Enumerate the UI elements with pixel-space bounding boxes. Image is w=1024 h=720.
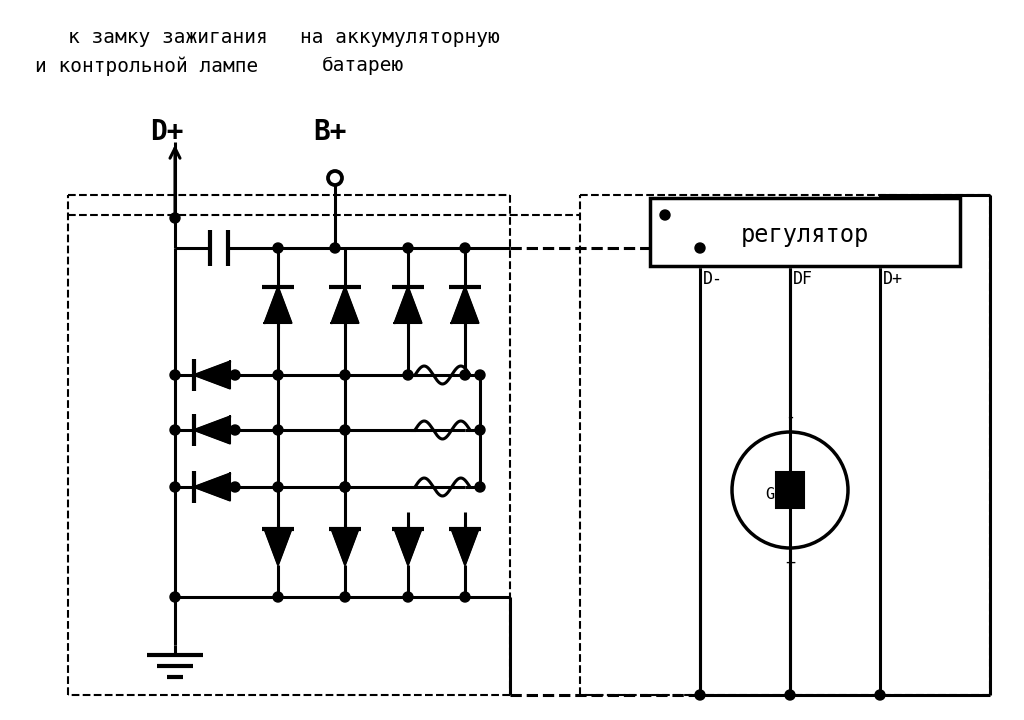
Polygon shape — [332, 529, 358, 565]
Text: D+: D+ — [151, 118, 183, 146]
Circle shape — [170, 213, 180, 223]
Circle shape — [340, 482, 350, 492]
Polygon shape — [394, 287, 422, 323]
Polygon shape — [332, 287, 358, 323]
Text: G: G — [765, 487, 774, 502]
Text: регулятор: регулятор — [741, 223, 869, 247]
Polygon shape — [194, 361, 230, 389]
Text: на аккумуляторную: на аккумуляторную — [300, 28, 500, 47]
Circle shape — [475, 482, 485, 492]
Polygon shape — [194, 416, 230, 444]
Text: батарею: батарею — [322, 56, 404, 75]
Text: -: - — [785, 408, 795, 426]
Circle shape — [340, 482, 350, 492]
Circle shape — [230, 425, 240, 435]
Text: DF: DF — [793, 270, 813, 288]
Polygon shape — [394, 529, 422, 565]
Circle shape — [273, 482, 283, 492]
Text: B+: B+ — [313, 118, 347, 146]
Polygon shape — [452, 529, 478, 565]
Circle shape — [340, 425, 350, 435]
Circle shape — [340, 370, 350, 380]
Circle shape — [460, 370, 470, 380]
Circle shape — [230, 370, 240, 380]
Circle shape — [170, 592, 180, 602]
Circle shape — [874, 690, 885, 700]
Text: D+: D+ — [883, 270, 903, 288]
Circle shape — [475, 370, 485, 380]
Circle shape — [170, 425, 180, 435]
Circle shape — [273, 370, 283, 380]
Bar — [650, 198, 961, 266]
Text: +: + — [785, 554, 795, 572]
Circle shape — [403, 370, 413, 380]
Circle shape — [230, 482, 240, 492]
Circle shape — [340, 592, 350, 602]
Circle shape — [330, 243, 340, 253]
Circle shape — [475, 425, 485, 435]
Circle shape — [273, 592, 283, 602]
Circle shape — [460, 592, 470, 602]
Circle shape — [273, 243, 283, 253]
Circle shape — [785, 690, 795, 700]
Polygon shape — [264, 529, 292, 565]
Polygon shape — [194, 474, 230, 500]
Text: к замку зажигания: к замку зажигания — [68, 28, 267, 47]
Text: D-: D- — [703, 270, 723, 288]
Circle shape — [403, 592, 413, 602]
Circle shape — [660, 210, 670, 220]
Circle shape — [695, 243, 705, 253]
Text: и контрольной лампе: и контрольной лампе — [35, 56, 258, 76]
Bar — [776, 472, 804, 508]
Circle shape — [695, 690, 705, 700]
Circle shape — [170, 482, 180, 492]
Circle shape — [403, 243, 413, 253]
Circle shape — [170, 370, 180, 380]
Polygon shape — [264, 287, 292, 323]
Polygon shape — [452, 287, 478, 323]
Circle shape — [460, 243, 470, 253]
Circle shape — [273, 425, 283, 435]
